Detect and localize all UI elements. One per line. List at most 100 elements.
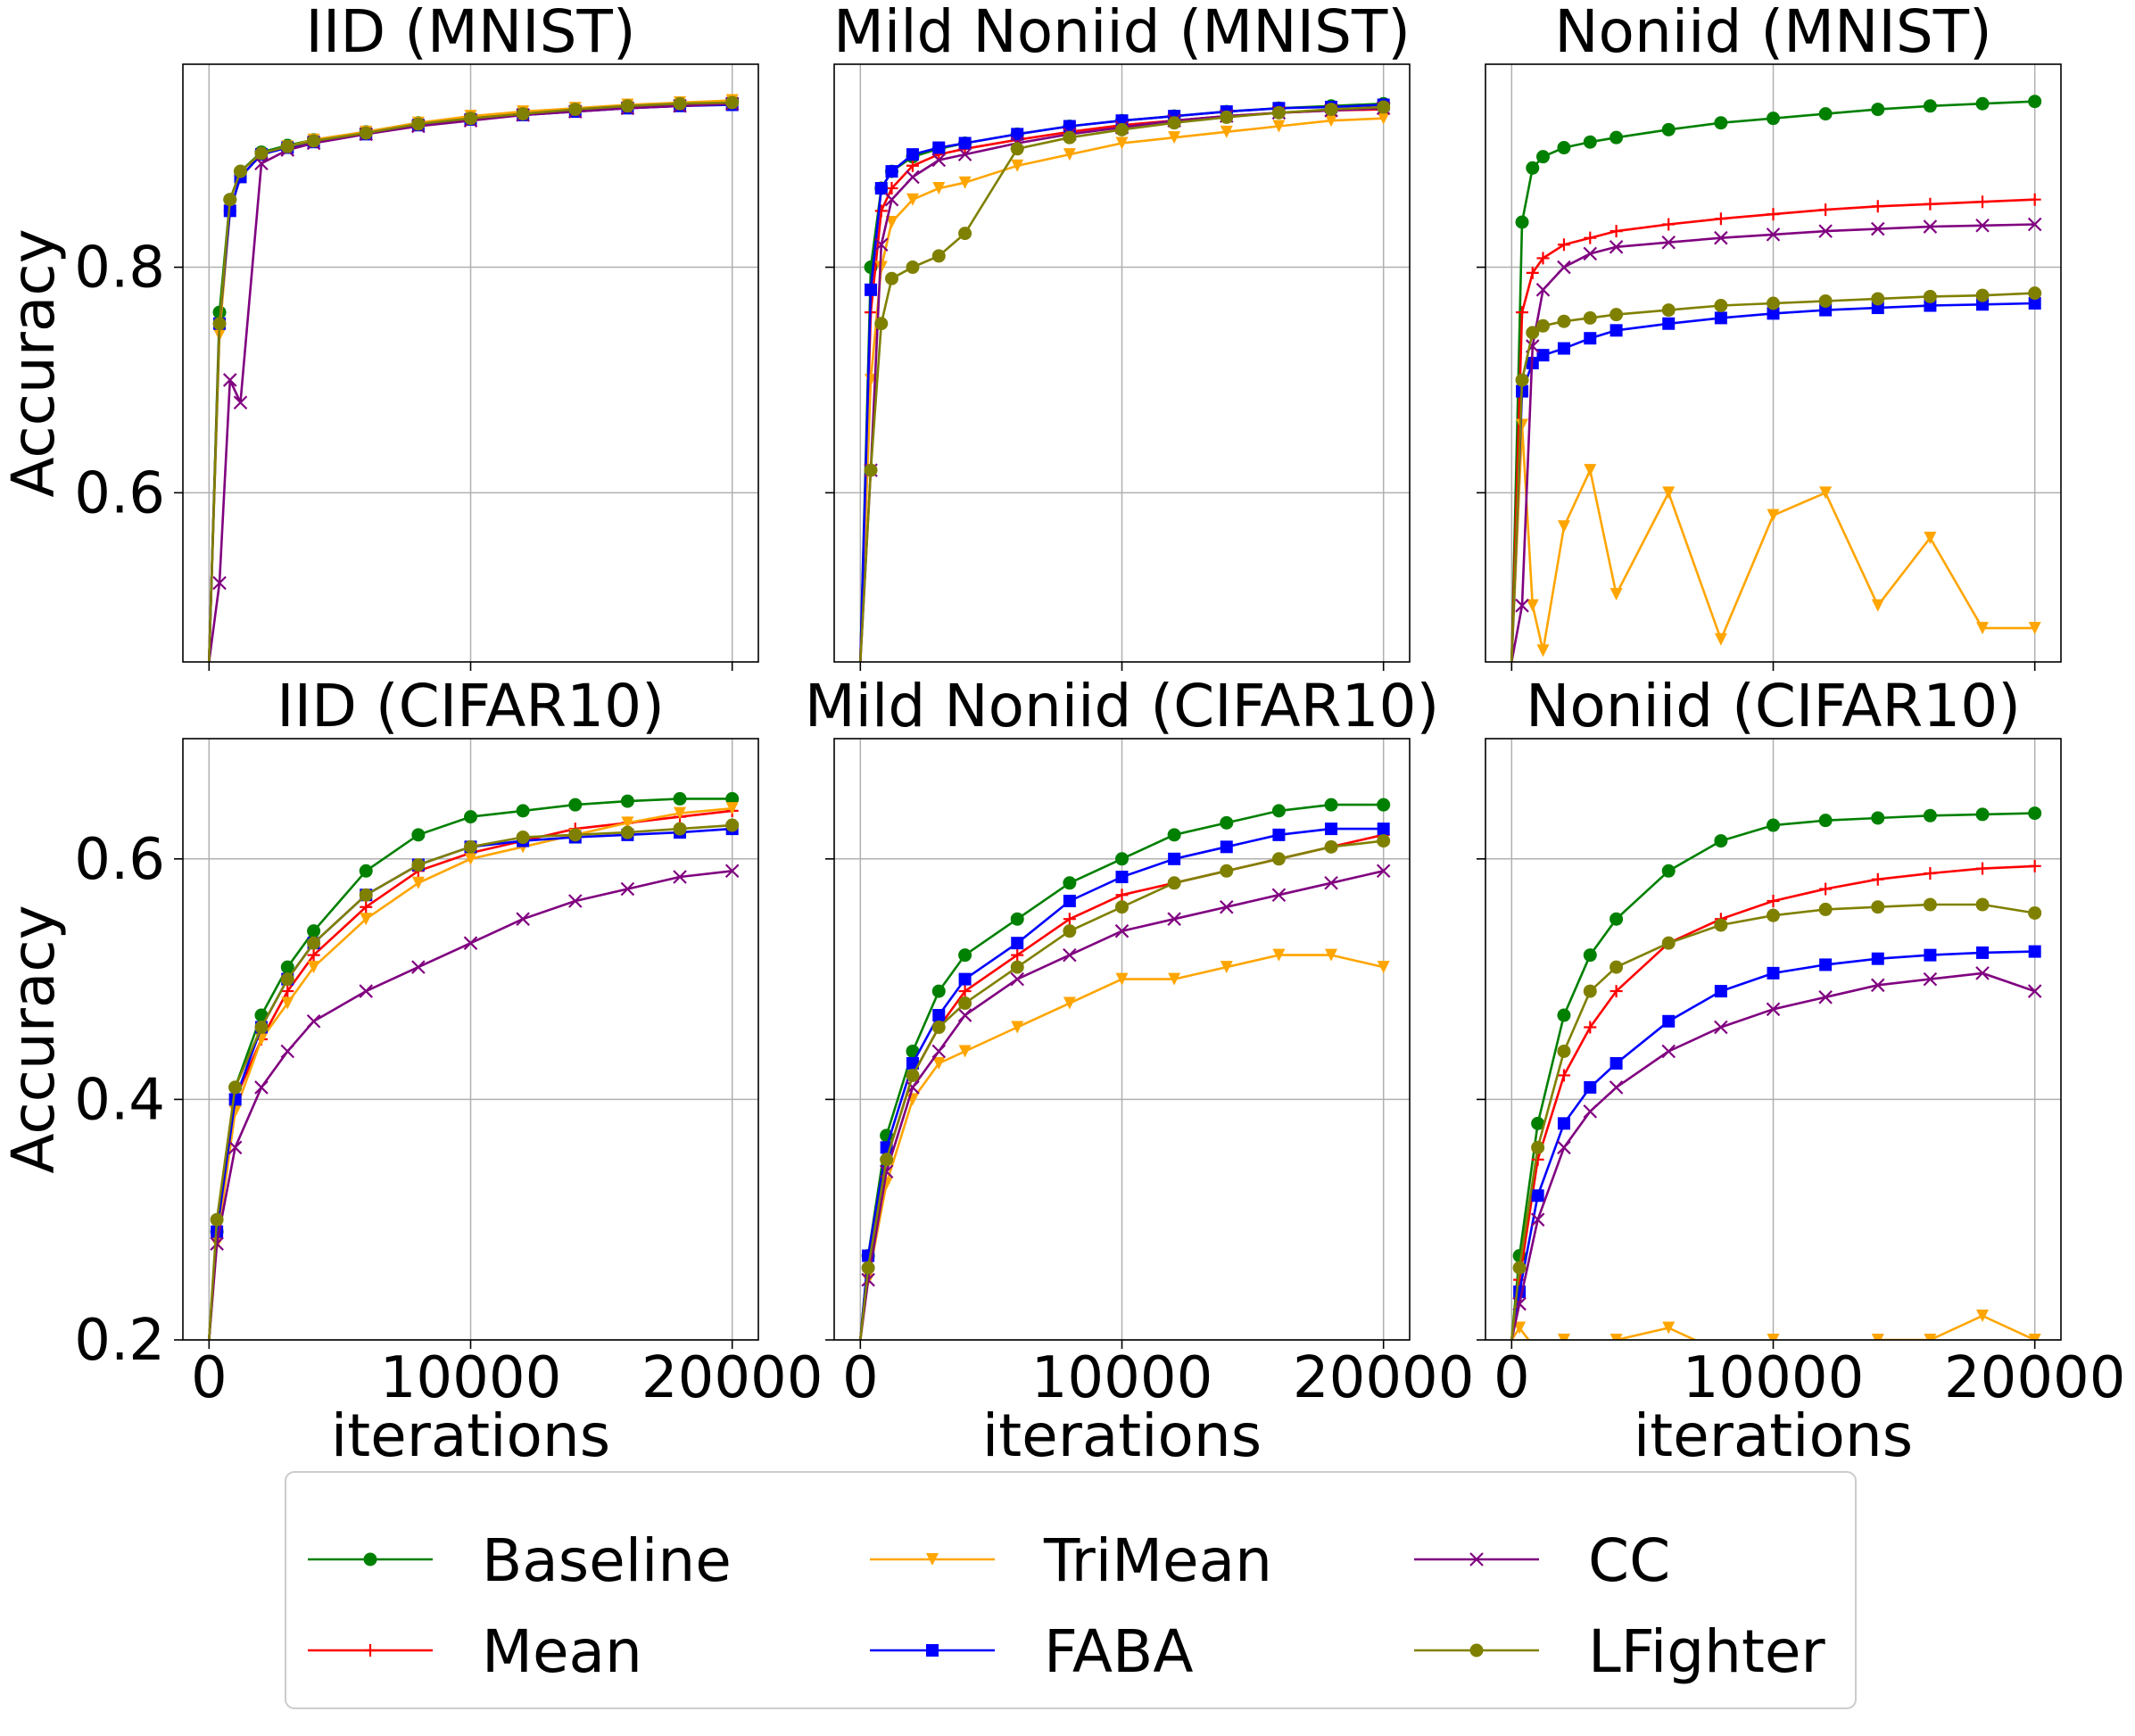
data-point-cc xyxy=(1063,947,1077,963)
data-point-lfighter xyxy=(1271,105,1286,120)
data-point-baseline xyxy=(1871,811,1885,825)
data-point-cc xyxy=(1376,864,1391,879)
data-point-mean xyxy=(1526,266,1539,279)
series-line-baseline xyxy=(1510,812,2035,1340)
data-point-baseline xyxy=(1767,112,1780,126)
legend-entry-trimean: TriMean xyxy=(870,1526,1272,1595)
data-point-mean xyxy=(2028,859,2041,872)
data-point-cc xyxy=(2027,217,2042,232)
data-point-trimean xyxy=(1871,599,1884,612)
data-point-baseline xyxy=(1610,912,1624,926)
data-point-trimean xyxy=(1377,961,1390,974)
subplot-2: Mild Noniid (MNIST) xyxy=(825,0,1411,671)
data-point-faba xyxy=(1662,1014,1676,1028)
data-point-cc xyxy=(1923,971,1938,987)
data-point-baseline xyxy=(307,924,321,938)
data-point-cc xyxy=(359,984,374,998)
data-point-lfighter xyxy=(1923,289,1937,303)
series-line-faba xyxy=(1510,950,2035,1340)
data-point-lfighter xyxy=(1167,876,1181,890)
data-point-faba xyxy=(958,972,972,986)
data-point-trimean xyxy=(1063,148,1076,161)
data-point-faba xyxy=(865,283,878,296)
data-point-cc xyxy=(906,169,920,185)
data-point-trimean xyxy=(958,1045,972,1058)
data-point-lfighter xyxy=(1220,110,1234,124)
series-line-faba xyxy=(859,827,1384,1340)
data-point-baseline xyxy=(1515,215,1529,229)
data-point-baseline xyxy=(1871,103,1885,117)
data-point-lfighter xyxy=(1515,373,1529,387)
data-point-baseline xyxy=(359,864,373,878)
data-point-baseline xyxy=(2028,806,2042,821)
data-point-baseline xyxy=(411,828,426,842)
data-point-baseline xyxy=(1271,804,1286,818)
data-point-mean xyxy=(1662,218,1676,231)
data-point-lfighter xyxy=(725,818,740,832)
y-tick-label: 0.8 xyxy=(74,236,165,302)
data-point-lfighter xyxy=(2028,286,2042,301)
data-point-cc xyxy=(280,1044,295,1059)
subplot-title: Mild Noniid (MNIST) xyxy=(833,0,1411,66)
data-point-baseline xyxy=(1167,828,1181,842)
legend-label: CC xyxy=(1588,1526,1670,1595)
data-point-mean xyxy=(2028,193,2041,206)
series-line-lfighter xyxy=(1510,903,2035,1340)
data-point-baseline xyxy=(1557,1008,1571,1022)
data-point-mean xyxy=(1063,913,1076,926)
data-point-faba xyxy=(1063,120,1076,133)
data-point-lfighter xyxy=(1167,116,1181,130)
data-point-faba xyxy=(1714,311,1727,325)
data-point-lfighter xyxy=(1583,310,1597,325)
x-tick-label: 0 xyxy=(842,1345,879,1411)
data-point-lfighter xyxy=(906,1068,920,1082)
legend: Baseline Mean TriMean FABA CC LFighter xyxy=(285,1471,1857,1709)
series-group xyxy=(1510,95,2042,662)
data-point-trimean xyxy=(1115,972,1129,986)
x-tick-label: 0 xyxy=(1494,1345,1530,1411)
data-point-cc xyxy=(1818,990,1833,1004)
x-axis-label: iterations xyxy=(982,1401,1262,1470)
data-point-faba xyxy=(885,165,898,178)
data-point-trimean xyxy=(464,852,477,865)
data-point-lfighter xyxy=(861,1261,875,1275)
data-point-cc xyxy=(1114,923,1130,938)
legend-label: Mean xyxy=(482,1617,642,1686)
data-point-trimean xyxy=(1325,948,1338,962)
data-point-mean xyxy=(1011,948,1024,962)
data-point-lfighter xyxy=(673,96,687,111)
data-point-mean xyxy=(1557,238,1570,252)
data-point-lfighter xyxy=(1512,1261,1527,1275)
data-point-baseline xyxy=(1818,107,1833,121)
data-point-trimean xyxy=(1557,1334,1570,1340)
data-point-baseline xyxy=(1923,99,1937,113)
data-point-trimean xyxy=(932,1056,946,1070)
data-point-faba xyxy=(1871,952,1884,965)
data-point-cc xyxy=(306,1014,321,1029)
data-point-cc xyxy=(1818,224,1833,238)
y-tick-label: 0.6 xyxy=(74,827,165,893)
data-point-trimean xyxy=(1924,1334,1937,1340)
y-tick-label: 0.4 xyxy=(74,1067,165,1133)
data-point-mean xyxy=(281,985,294,998)
data-point-lfighter xyxy=(411,858,426,872)
data-point-faba xyxy=(1011,128,1024,141)
data-point-cc xyxy=(1714,1020,1728,1035)
data-point-cc xyxy=(1975,218,1990,233)
data-point-faba xyxy=(1584,332,1597,345)
data-point-faba xyxy=(1819,958,1833,971)
data-point-mean xyxy=(1924,866,1937,880)
series-line-baseline xyxy=(859,803,1384,1340)
data-point-trimean xyxy=(1976,622,1990,635)
data-point-baseline xyxy=(1975,807,1990,822)
data-point-trimean xyxy=(411,876,425,889)
x-tick-label: 10000 xyxy=(1031,1345,1213,1411)
series-group xyxy=(208,791,740,1340)
data-point-lfighter xyxy=(1871,292,1885,306)
data-point-cc xyxy=(222,373,237,387)
data-point-lfighter xyxy=(620,825,634,839)
data-point-baseline xyxy=(1583,948,1597,963)
data-point-baseline xyxy=(1767,818,1780,832)
data-point-faba xyxy=(874,182,888,195)
data-point-faba xyxy=(932,141,946,154)
